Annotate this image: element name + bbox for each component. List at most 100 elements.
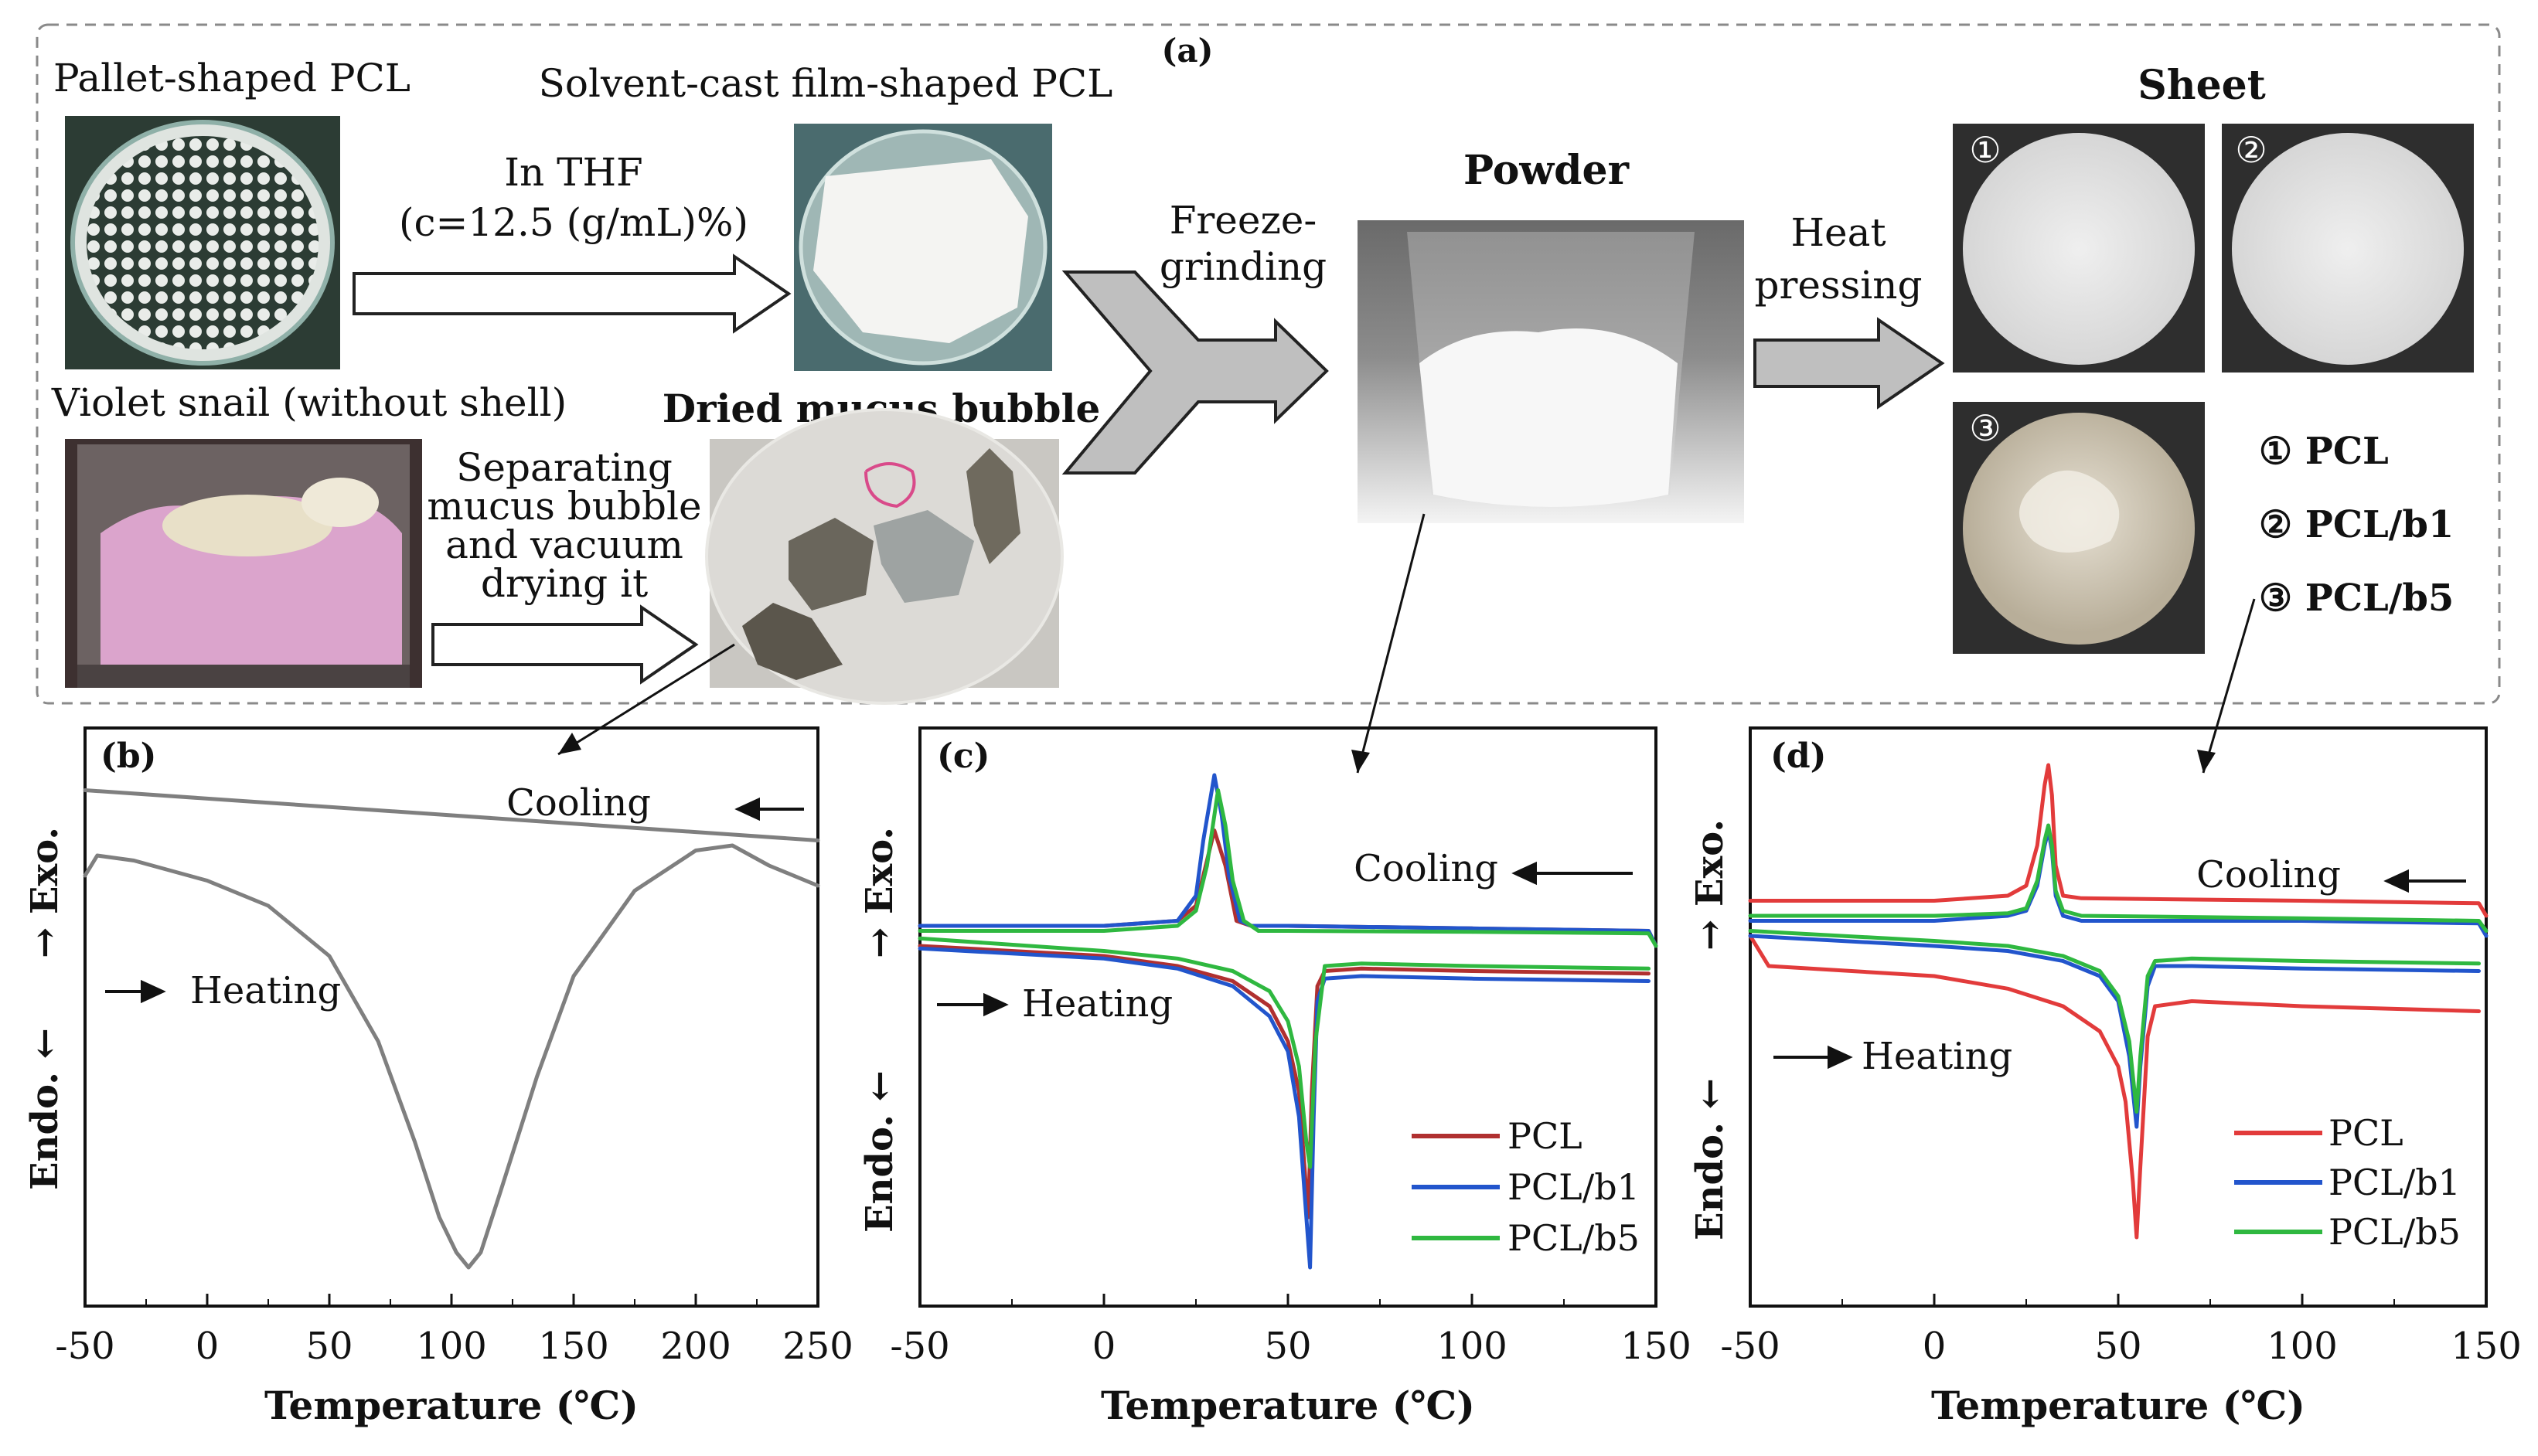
- chart-d-legend-item-2: PCL/b1: [2328, 1162, 2461, 1203]
- x-tick-label: 100: [1436, 1325, 1507, 1368]
- chart-c-ylabel-bottom: Endo. ←: [858, 1070, 901, 1233]
- chart-b: (b) -50 0 50 100 150 200 250 Cooling Heating E…: [23, 726, 853, 1428]
- snail-photo: [65, 439, 422, 688]
- chart-d-ylabel-top: → Exo.: [1688, 819, 1732, 951]
- chart-c-legend-item-3: PCL/b5: [1507, 1217, 1640, 1259]
- x-tick-label: 0: [196, 1325, 220, 1368]
- sheet-label: Sheet: [2138, 62, 2266, 109]
- chart-c-legend: PCL PCL/b1 PCL/b5: [1412, 1115, 1640, 1259]
- connector-arrow-b: [557, 643, 735, 756]
- chart-b-cooling-annotation: Cooling: [506, 781, 651, 825]
- arrow-left-icon: [734, 797, 804, 822]
- chart-d-legend-item-3: PCL/b5: [2328, 1211, 2461, 1253]
- chart-b-xlabel: Temperature (℃): [264, 1383, 639, 1428]
- panel-a-dashed-border: [36, 23, 2501, 705]
- series-line-pcl-cooling: [1748, 763, 2489, 918]
- pellet-photo: [65, 116, 340, 369]
- x-tick-label: 0: [1092, 1325, 1116, 1368]
- series-line-pcl-b5-heating: [1748, 929, 2481, 1114]
- sheet-badge-1: ①: [1969, 129, 2001, 171]
- series-line-pcl-b1-heating: [1748, 934, 2481, 1129]
- arrow-left-icon: [2383, 869, 2466, 893]
- chart-c-heating-annotation: Heating: [1022, 982, 1173, 1026]
- pellet-label: Pallet-shaped PCL: [53, 56, 411, 100]
- sheet-photo-3: ③: [1953, 402, 2205, 654]
- powder-photo: [1358, 220, 1744, 523]
- series-line-pcl-b5-cooling: [918, 788, 1658, 948]
- arrow-right-icon: [937, 992, 1009, 1017]
- sheet-badge-3: ③: [1969, 407, 2001, 449]
- series-line-pcl-b5-heating: [918, 936, 1651, 1169]
- x-tick-label: 50: [305, 1325, 353, 1368]
- chart-d-ticks: -50 0 50 100 150: [1720, 1294, 2522, 1368]
- freeze-text-line1: Freeze-: [1170, 198, 1317, 243]
- arrowhead-icon: [1351, 750, 1370, 773]
- x-tick-label: -50: [890, 1325, 949, 1368]
- separating-text-line3: and vacuum: [445, 522, 683, 567]
- chart-c-xlabel: Temperature (℃): [1101, 1383, 1475, 1428]
- x-tick-label: 100: [416, 1325, 487, 1368]
- freeze-text-line2: grinding: [1160, 244, 1327, 289]
- series-line-heating: [83, 843, 820, 1270]
- sheet-badge-2: ②: [2235, 129, 2267, 171]
- film-photo: [794, 124, 1052, 371]
- chart-d-label: (d): [1770, 737, 1826, 776]
- chart-c-legend-item-2: PCL/b1: [1507, 1166, 1640, 1208]
- connector-arrow-d: [2202, 598, 2256, 774]
- chart-b-ticks: -50 0 50 100 150 200 250: [55, 1294, 853, 1368]
- snail-label: Violet snail (without shell): [51, 380, 567, 425]
- chart-d-heating-annotation: Heating: [1862, 1035, 2012, 1078]
- x-tick-label: 50: [1264, 1325, 1311, 1368]
- chart-c-series: [918, 773, 1658, 1270]
- arrow-left-icon: [1511, 861, 1633, 886]
- separating-text-line1: Separating: [456, 445, 673, 490]
- chart-d-ylabel-bottom: Endo. ←: [1688, 1078, 1732, 1240]
- chart-c-ticks: -50 0 50 100 150: [890, 1294, 1691, 1368]
- series-line-pcl-b5-cooling: [1748, 823, 2489, 933]
- chart-c-ylabel-top: → Exo.: [858, 827, 901, 958]
- film-label: Solvent-cast film-shaped PCL: [539, 61, 1113, 106]
- sheet-photo-1: ①: [1953, 124, 2205, 373]
- chart-b-heating-annotation: Heating: [190, 969, 341, 1012]
- chart-d-legend-item-1: PCL: [2328, 1112, 2403, 1154]
- x-tick-label: 100: [2267, 1325, 2338, 1368]
- chart-d-xlabel: Temperature (℃): [1931, 1383, 2305, 1428]
- x-tick-label: 200: [660, 1325, 731, 1368]
- x-tick-label: 150: [538, 1325, 609, 1368]
- thf-text-line2: (c=12.5 (g/mL)%): [399, 200, 748, 245]
- arrow-right-icon: [1773, 1045, 1853, 1070]
- chart-d-legend: PCL PCL/b1 PCL/b5: [2234, 1112, 2461, 1253]
- sheet-legend-item-3: ③ PCL/b5: [2259, 577, 2454, 620]
- sheet-legend-item-1: ① PCL: [2259, 430, 2389, 473]
- arrow-right-icon: [1753, 317, 1945, 410]
- chart-b-ylabel-top: → Exo.: [23, 827, 66, 958]
- chart-b-label: (b): [100, 737, 156, 776]
- heat-text-line1: Heat: [1790, 210, 1886, 255]
- separating-text-line2: mucus bubble: [427, 484, 701, 529]
- merge-arrow-icon: [1061, 270, 1329, 475]
- chart-c-cooling-annotation: Cooling: [1354, 847, 1498, 890]
- connector-arrow-c: [1356, 513, 1426, 774]
- chart-c-label: (c): [937, 737, 990, 776]
- panel-a-label: (a): [1162, 32, 1214, 70]
- arrow-right-icon: [105, 979, 166, 1004]
- separating-text-line4: drying it: [481, 561, 648, 606]
- arrowhead-icon: [558, 733, 581, 754]
- thf-text-line1: In THF: [504, 150, 643, 195]
- chart-c: (c) -50 0 50 100 150 Cooling Heating PCL PCL…: [858, 726, 1691, 1428]
- series-line-pcl-heating: [1748, 934, 2481, 1240]
- x-tick-label: 150: [2451, 1325, 2522, 1368]
- panel-a: (a) Pallet-shaped PCL In THF (c=12.5 (g/…: [36, 23, 2501, 705]
- heat-text-line2: pressing: [1754, 263, 1922, 308]
- chart-b-ylabel-bottom: Endo. ←: [23, 1028, 66, 1190]
- x-tick-label: -50: [1720, 1325, 1780, 1368]
- arrow-right-icon: [431, 604, 699, 685]
- x-tick-label: 0: [1923, 1325, 1947, 1368]
- chart-b-series: [83, 788, 820, 1270]
- series-line-pcl-b1-heating: [918, 946, 1651, 1270]
- series-line-pcl-b1-cooling: [918, 773, 1658, 948]
- arrowhead-icon: [2197, 750, 2216, 773]
- x-tick-label: 50: [2094, 1325, 2141, 1368]
